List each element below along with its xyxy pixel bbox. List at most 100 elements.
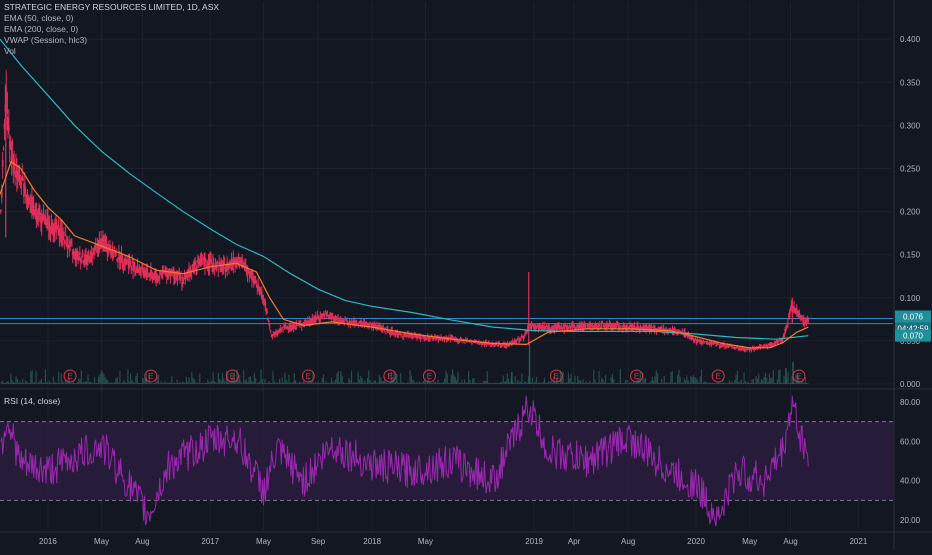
candle-body: [233, 259, 236, 264]
candle-body: [672, 329, 675, 332]
volume-bar: [530, 382, 532, 384]
candle-body: [273, 333, 275, 337]
candle-body: [120, 253, 123, 264]
volume-bar: [670, 372, 672, 384]
volume-bar: [768, 373, 770, 384]
earnings-marker-circle: [144, 369, 158, 383]
volume-bar: [397, 381, 399, 384]
volume-bar: [283, 382, 285, 384]
volume-bar: [581, 382, 583, 384]
candle-body: [151, 275, 154, 279]
candle-body: [624, 327, 627, 329]
volume-bar: [557, 376, 559, 384]
candle-body: [796, 311, 799, 315]
candle-body: [150, 269, 152, 277]
volume-bar: [267, 382, 269, 384]
ema50-line: [0, 160, 809, 349]
candle-body: [787, 322, 789, 324]
volume-bar: [235, 380, 237, 384]
earnings-marker-label: E: [230, 372, 235, 381]
volume-bar: [8, 382, 11, 384]
candle-body: [73, 252, 76, 254]
candle-body: [60, 228, 63, 237]
volume-bar: [212, 372, 214, 384]
volume-bar: [181, 381, 184, 384]
volume-bar: [444, 378, 446, 384]
candle-body: [425, 338, 427, 340]
rsi-line: [0, 395, 809, 527]
volume-bar: [503, 381, 506, 384]
candle-body: [529, 325, 532, 328]
candle-body: [599, 326, 602, 328]
volume-bar: [255, 377, 257, 384]
volume-bar: [264, 378, 266, 384]
candle-body: [778, 340, 780, 342]
volume-bar: [485, 380, 487, 384]
volume-bar: [26, 381, 28, 384]
candle-body: [542, 325, 544, 330]
candle-body: [311, 317, 314, 322]
volume-bar: [642, 373, 644, 384]
candle-body: [645, 326, 648, 330]
volume-bar: [601, 377, 603, 384]
candle-body: [319, 314, 322, 320]
candle-body: [722, 345, 724, 347]
volume-bar: [63, 382, 65, 384]
candle-body: [622, 324, 625, 329]
volume-bar: [563, 382, 566, 384]
candle-body: [738, 347, 740, 349]
candle-body: [164, 269, 166, 272]
candle-body: [770, 343, 772, 346]
volume-bar: [277, 382, 279, 384]
countdown-label: 04:42:59: [897, 324, 929, 333]
volume-spike: [792, 362, 794, 384]
volume-bar: [482, 381, 484, 384]
candle-body: [162, 272, 165, 274]
candle-body: [517, 338, 519, 340]
volume-bar: [259, 381, 261, 384]
volume-bar: [679, 376, 681, 384]
candle-body: [186, 272, 189, 275]
volume-bar: [518, 381, 520, 384]
candle-body: [336, 319, 338, 321]
volume-bar: [692, 374, 695, 384]
candle-body: [329, 314, 331, 320]
volume-bar: [782, 382, 784, 384]
candle-body: [748, 348, 750, 350]
volume-bar: [659, 382, 661, 384]
volume-bar: [27, 382, 29, 384]
candle-body: [44, 216, 47, 224]
candle-body: [110, 252, 113, 258]
volume-bar: [82, 382, 84, 384]
volume-bar: [434, 381, 436, 384]
volume-bar: [120, 383, 122, 384]
candle-body: [392, 332, 394, 334]
candle-body: [561, 329, 564, 331]
candle-body: [661, 327, 663, 329]
candle-body: [332, 316, 335, 319]
volume-bar: [672, 383, 675, 384]
volume-bar: [774, 383, 776, 384]
candle-body: [182, 282, 185, 284]
candle-body: [335, 318, 338, 320]
candle-body: [143, 270, 146, 275]
candle-body: [21, 176, 23, 181]
candle-body: [806, 317, 809, 322]
candle-body: [67, 246, 70, 249]
candle-body: [576, 324, 579, 326]
volume-bar: [429, 381, 431, 384]
volume-bar: [256, 382, 258, 384]
candle-body: [755, 347, 757, 350]
candle-body: [520, 339, 522, 341]
candle-body: [765, 345, 768, 347]
candle-body: [173, 270, 175, 280]
candle-body: [480, 342, 483, 345]
candle-body: [687, 334, 690, 337]
volume-bar: [727, 382, 729, 384]
candle-body: [409, 333, 411, 335]
candle-body: [160, 273, 163, 275]
volume-bar: [393, 371, 395, 384]
volume-bar: [647, 382, 649, 384]
candle-body: [600, 324, 603, 326]
